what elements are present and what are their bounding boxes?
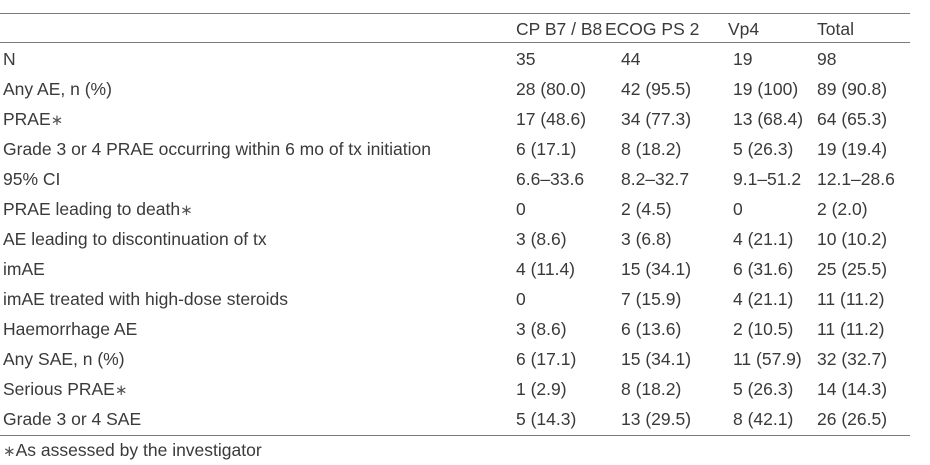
table-cell: 6 (17.1)	[516, 349, 577, 369]
table-cell: 13 (29.5)	[621, 409, 692, 429]
table-cell: 8 (18.2)	[621, 379, 682, 399]
row-label: AE leading to discontinuation of tx	[3, 224, 267, 254]
row-label: Grade 3 or 4 PRAE occurring within 6 mo …	[3, 134, 431, 164]
table-cell: 10 (10.2)	[817, 229, 888, 249]
row-label: Grade 3 or 4 SAE	[3, 404, 141, 434]
table-cell: 26 (26.5)	[817, 409, 888, 429]
footnote-marker: ∗	[50, 112, 64, 129]
table-cell: 11 (57.9)	[733, 349, 802, 369]
row-label-text: PRAE	[3, 109, 51, 129]
table-cell: 0	[733, 199, 743, 219]
footnote-marker: ∗	[180, 202, 193, 219]
row-label: Haemorrhage AE	[3, 314, 137, 344]
table-cell: 4 (11.4)	[516, 259, 576, 279]
table-bottom-rule	[0, 435, 910, 436]
table-cell: 98	[817, 49, 837, 69]
table-cell: 5 (14.3)	[516, 409, 577, 429]
row-label-text: 95% CI	[3, 169, 61, 189]
table-cell: 11 (11.2)	[817, 289, 885, 309]
table-cell: 7 (15.9)	[621, 289, 682, 309]
table-cell: 6 (17.1)	[516, 139, 577, 159]
row-label-text: Any SAE, n (%)	[3, 349, 125, 369]
table-cell: 0	[516, 199, 526, 219]
footnote-text: As assessed by the investigator	[15, 440, 262, 460]
row-label-text: Grade 3 or 4 PRAE occurring within 6 mo …	[3, 139, 431, 159]
row-label: PRAE leading to death∗	[3, 194, 193, 224]
row-label: imAE treated with high-dose steroids	[3, 284, 288, 314]
table-cell: 6 (13.6)	[621, 319, 682, 339]
row-label-text: imAE	[3, 259, 45, 279]
row-label-text: Serious PRAE	[3, 379, 115, 399]
table-cell: 6 (31.6)	[733, 259, 794, 279]
row-label-text: imAE treated with high-dose steroids	[3, 289, 288, 309]
table-cell: 3 (6.8)	[621, 229, 672, 249]
table-cell: 2 (2.0)	[817, 199, 868, 219]
table-cell: 35	[516, 49, 536, 69]
row-label: Serious PRAE∗	[3, 374, 127, 404]
table-cell: 3 (8.6)	[516, 319, 567, 339]
table-cell: 5 (26.3)	[733, 379, 794, 399]
table-footnote: ∗As assessed by the investigator	[3, 437, 262, 465]
table-cell: 15 (34.1)	[621, 259, 692, 279]
row-label: imAE	[3, 254, 45, 284]
table-cell: 8 (18.2)	[621, 139, 682, 159]
row-label-text: PRAE leading to death	[3, 199, 181, 219]
table-cell: 5 (26.3)	[733, 139, 794, 159]
table-cell: 4 (21.1)	[733, 289, 794, 309]
column-header-cp-b7-b8: CP B7 / B8	[516, 19, 603, 39]
row-label: 95% CI	[3, 164, 60, 194]
column-header-ecog-ps-2: ECOG PS 2	[605, 19, 700, 39]
table-cell: 0	[516, 289, 526, 309]
table-cell: 32 (32.7)	[817, 349, 888, 369]
table-cell: 25 (25.5)	[817, 259, 888, 279]
table-cell: 19 (100)	[733, 79, 799, 99]
table-cell: 8.2–32.7	[621, 169, 690, 189]
row-label: Any AE, n (%)	[3, 74, 112, 104]
row-label-text: N	[3, 49, 16, 69]
table-cell: 15 (34.1)	[621, 349, 692, 369]
table-cell: 8 (42.1)	[733, 409, 794, 429]
table-cell: 19 (19.4)	[817, 139, 888, 159]
footnote-asterisk: ∗	[3, 443, 16, 460]
table-cell: 19	[733, 49, 753, 69]
table-cell: 2 (4.5)	[621, 199, 672, 219]
table-cell: 89 (90.8)	[817, 79, 888, 99]
table-top-rule	[0, 13, 910, 14]
footnote-marker: ∗	[114, 382, 128, 399]
table-cell: 34 (77.3)	[621, 109, 692, 129]
row-label-text: Grade 3 or 4 SAE	[3, 409, 142, 429]
table-cell: 6.6–33.6	[516, 169, 585, 189]
row-label: Any SAE, n (%)	[3, 344, 125, 374]
table-cell: 2 (10.5)	[733, 319, 794, 339]
table-cell: 28 (80.0)	[516, 79, 587, 99]
table-cell: 14 (14.3)	[817, 379, 888, 399]
table-cell: 64 (65.3)	[817, 109, 888, 129]
column-header-vp4: Vp4	[728, 19, 760, 39]
column-header-total: Total	[817, 19, 854, 39]
table-cell: 11 (11.2)	[817, 319, 885, 339]
table-cell: 42 (95.5)	[621, 79, 692, 99]
table-cell: 3 (8.6)	[516, 229, 567, 249]
table-cell: 17 (48.6)	[516, 109, 587, 129]
row-label: N	[3, 44, 16, 74]
table-cell: 13 (68.4)	[733, 109, 804, 129]
table-cell: 12.1–28.6	[817, 169, 895, 189]
table-cell: 1 (2.9)	[516, 379, 567, 399]
table-cell: 4 (21.1)	[733, 229, 794, 249]
table-cell: 44	[621, 49, 641, 69]
row-label-text: Haemorrhage AE	[3, 319, 138, 339]
table-cell: 9.1–51.2	[733, 169, 802, 189]
row-label-text: AE leading to discontinuation of tx	[3, 229, 267, 249]
table-header-rule	[0, 42, 910, 43]
row-label-text: Any AE, n (%)	[3, 79, 112, 99]
row-label: PRAE∗	[3, 104, 63, 134]
